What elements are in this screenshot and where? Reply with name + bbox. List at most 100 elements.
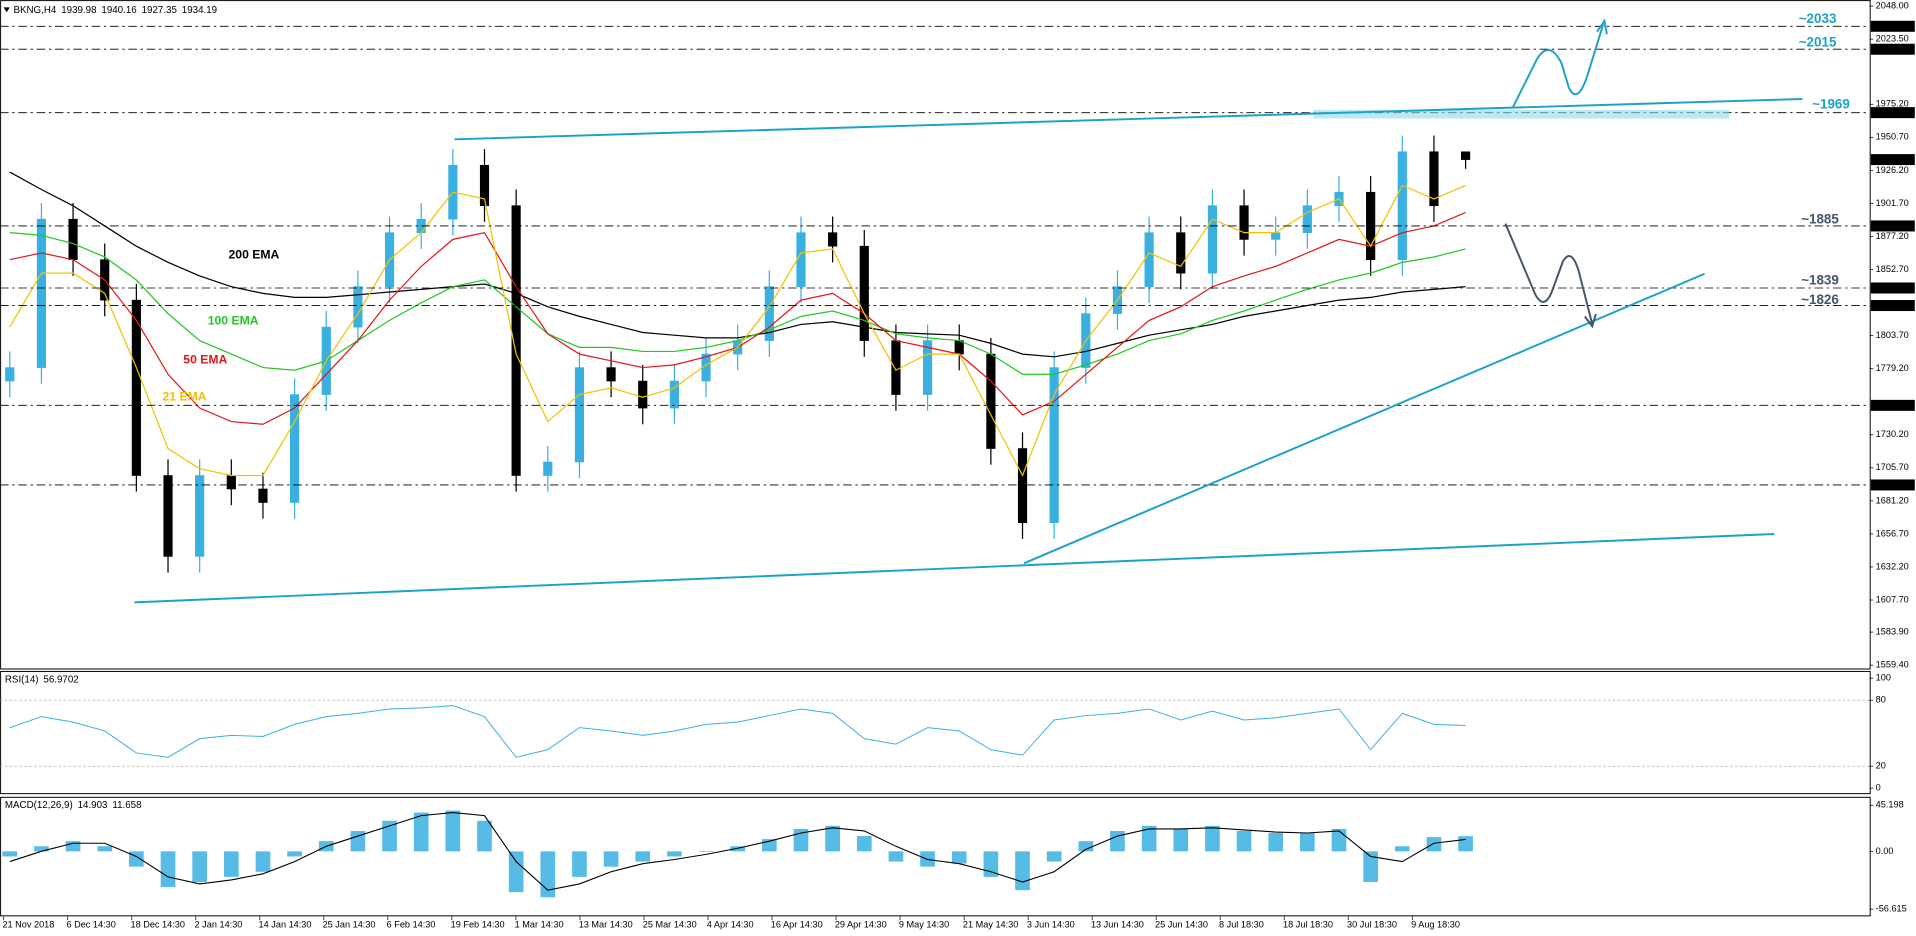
candle-body bbox=[1429, 151, 1439, 207]
macd-bar bbox=[382, 820, 397, 852]
level-label: 2033.00 bbox=[1873, 21, 1906, 31]
candle-body bbox=[1049, 367, 1059, 524]
candle-body bbox=[922, 340, 933, 395]
ema-label: 21 EMA bbox=[163, 389, 207, 403]
macd-bar bbox=[160, 851, 176, 888]
x-tick-label: 6 Feb 14:30 bbox=[387, 919, 436, 929]
macd-bar bbox=[445, 810, 461, 852]
rsi-panel bbox=[0, 670, 1871, 795]
macd-bar bbox=[1015, 851, 1030, 891]
y-tick-label: 1852.70 bbox=[1876, 264, 1909, 274]
macd-bar bbox=[1205, 825, 1220, 852]
level-note: ~2015 bbox=[1799, 34, 1837, 49]
level-note: ~1885 bbox=[1801, 211, 1839, 226]
candle-body bbox=[131, 299, 141, 476]
macd-bar bbox=[1426, 837, 1442, 852]
level-tag bbox=[1870, 20, 1915, 32]
projection-down bbox=[1504, 223, 1594, 325]
y-tick-label: 1950.70 bbox=[1876, 132, 1909, 142]
ema-line bbox=[9, 184, 1466, 477]
y-tick-label: 1926.20 bbox=[1876, 165, 1909, 175]
macd-bar bbox=[1141, 825, 1157, 852]
level-tag bbox=[1870, 220, 1915, 232]
level-note: ~1826 bbox=[1801, 292, 1839, 307]
trendline bbox=[454, 97, 1803, 141]
menu-icon[interactable] bbox=[3, 7, 10, 13]
arrow-head bbox=[1596, 18, 1608, 35]
macd-bar bbox=[255, 851, 271, 872]
macd-bar bbox=[603, 851, 619, 867]
macd-bar bbox=[1173, 828, 1189, 852]
x-tick-label: 21 Nov 2018 bbox=[2, 919, 54, 929]
x-tick-label: 21 May 14:30 bbox=[963, 919, 1018, 929]
y-tick-label: -56.615 bbox=[1876, 904, 1907, 914]
macd-bar bbox=[477, 820, 492, 852]
macd-bar bbox=[1268, 832, 1284, 852]
candle-body bbox=[226, 475, 236, 490]
y-tick-label: 1901.70 bbox=[1876, 198, 1909, 208]
level-label: 1885.00 bbox=[1873, 220, 1906, 230]
x-tick-label: 29 Apr 14:30 bbox=[835, 919, 887, 929]
rsi-value: 56.9702 bbox=[43, 674, 78, 685]
y-tick-label: 1803.70 bbox=[1876, 330, 1909, 340]
macd-bar bbox=[1458, 836, 1473, 852]
x-tick-label: 14 Jan 14:30 bbox=[259, 919, 312, 929]
level-label: 1826.00 bbox=[1873, 300, 1906, 310]
candle-body bbox=[1397, 151, 1407, 260]
rsi-header: RSI(14) 56.9702 bbox=[5, 674, 79, 685]
x-tick-label: 2 Jan 14:30 bbox=[195, 919, 243, 929]
x-tick-label: 9 May 14:30 bbox=[899, 919, 949, 929]
macd-bar bbox=[34, 846, 49, 852]
candle-body bbox=[36, 218, 47, 368]
macd-bar bbox=[951, 851, 967, 864]
x-tick-label: 18 Dec 14:30 bbox=[131, 919, 185, 929]
macd-bar bbox=[65, 841, 81, 852]
resistance-zone bbox=[1313, 109, 1730, 119]
projection-up bbox=[1511, 24, 1605, 108]
rsi-line bbox=[9, 705, 1466, 758]
arrow-head bbox=[1584, 313, 1597, 329]
level-note: ~2033 bbox=[1799, 11, 1837, 26]
candle-body bbox=[796, 232, 806, 287]
price-panel bbox=[0, 0, 1871, 670]
x-tick-label: 6 Dec 14:30 bbox=[66, 919, 115, 929]
rsi-title: RSI(14) bbox=[5, 674, 39, 685]
signal-value: 11.658 bbox=[112, 800, 141, 811]
level-label: 1752.00 bbox=[1873, 400, 1906, 410]
y-tick-label: 1705.70 bbox=[1876, 462, 1909, 472]
y-tick-label: 20 bbox=[1876, 761, 1886, 771]
symbol: BKNG,H4 bbox=[13, 4, 56, 15]
y-tick-label: 45.198 bbox=[1876, 800, 1904, 810]
candle-body bbox=[638, 380, 648, 409]
candle-body bbox=[353, 286, 363, 328]
macd-bar bbox=[667, 851, 682, 857]
candle-body bbox=[1461, 151, 1471, 160]
current-price: 1934.19 bbox=[1873, 154, 1906, 164]
x-tick-label: 13 Jun 14:30 bbox=[1091, 919, 1144, 929]
macd-bar bbox=[856, 836, 872, 852]
y-tick-label: 1730.20 bbox=[1876, 429, 1909, 439]
candle-body bbox=[986, 353, 996, 449]
y-tick-label: 1877.20 bbox=[1876, 231, 1909, 241]
y-tick-label: 1583.90 bbox=[1876, 627, 1909, 637]
x-tick-label: 25 Jan 14:30 bbox=[323, 919, 376, 929]
y-tick-label: 80 bbox=[1876, 695, 1886, 705]
macd-bar bbox=[572, 851, 587, 877]
price-header: BKNG,H4 1939.98 1940.16 1927.35 1934.19 bbox=[13, 4, 217, 15]
candle-body bbox=[764, 286, 774, 341]
macd-bar bbox=[413, 812, 429, 852]
level-label: 2016.00 bbox=[1873, 44, 1906, 54]
x-tick-label: 4 Apr 14:30 bbox=[707, 919, 754, 929]
macd-bar bbox=[1300, 832, 1315, 852]
candle-body bbox=[669, 380, 679, 409]
candle-body bbox=[606, 367, 616, 382]
macd-bar bbox=[1236, 830, 1252, 852]
level-label: 1693.00 bbox=[1873, 479, 1906, 489]
y-tick-label: 1779.20 bbox=[1876, 363, 1909, 373]
macd-bar bbox=[223, 851, 239, 877]
macd-value: 14.903 bbox=[78, 800, 108, 811]
x-tick-label: 3 Jun 14:30 bbox=[1027, 919, 1075, 929]
candle-body bbox=[1207, 205, 1217, 274]
signal-line bbox=[9, 812, 1466, 891]
